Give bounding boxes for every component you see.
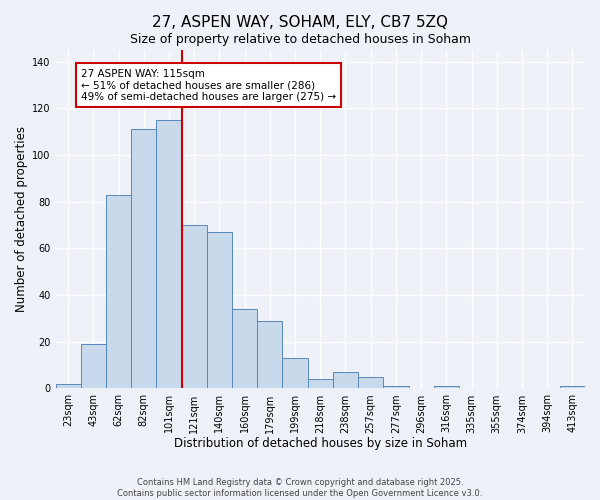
Bar (560, 386, 585, 388)
Bar (308, 379, 333, 388)
Bar (358, 377, 383, 388)
Text: Contains HM Land Registry data © Crown copyright and database right 2025.
Contai: Contains HM Land Registry data © Crown c… (118, 478, 482, 498)
Bar (333, 372, 358, 388)
Bar (81, 344, 106, 389)
Text: 27 ASPEN WAY: 115sqm
← 51% of detached houses are smaller (286)
49% of semi-deta: 27 ASPEN WAY: 115sqm ← 51% of detached h… (81, 68, 336, 102)
Bar (257, 321, 283, 388)
Bar (383, 386, 409, 388)
Text: 27, ASPEN WAY, SOHAM, ELY, CB7 5ZQ: 27, ASPEN WAY, SOHAM, ELY, CB7 5ZQ (152, 15, 448, 30)
Bar (157, 120, 182, 388)
Text: Size of property relative to detached houses in Soham: Size of property relative to detached ho… (130, 32, 470, 46)
Bar (434, 386, 459, 388)
Bar (207, 232, 232, 388)
Bar (131, 130, 157, 388)
Bar (182, 225, 207, 388)
Bar (283, 358, 308, 388)
Bar (232, 309, 257, 388)
Bar (106, 194, 131, 388)
Bar (56, 384, 81, 388)
Y-axis label: Number of detached properties: Number of detached properties (15, 126, 28, 312)
X-axis label: Distribution of detached houses by size in Soham: Distribution of detached houses by size … (174, 437, 467, 450)
